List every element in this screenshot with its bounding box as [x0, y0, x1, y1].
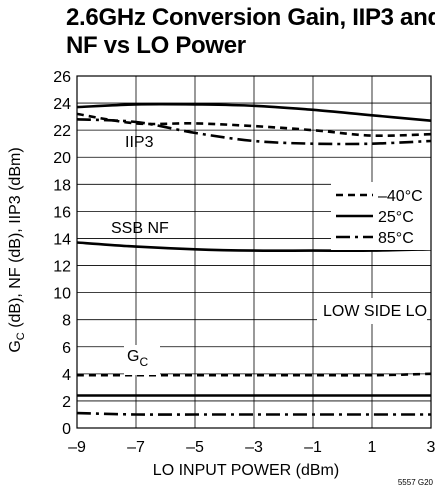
plot-frame [76, 75, 432, 429]
y-tick-label: 16 [53, 204, 71, 221]
y-tick-label: 2 [62, 394, 71, 411]
legend: –40°C 25°C 85°C [331, 182, 431, 250]
series-line-iip3-85-c [76, 118, 432, 146]
gc-label: GC [127, 348, 148, 369]
legend-label: 25°C [378, 209, 414, 226]
series-group [76, 102, 432, 416]
series-line-gc-85-c [76, 411, 431, 416]
x-tick-label: 1 [368, 439, 377, 456]
y-tick-label: 24 [53, 96, 71, 113]
y-axis-label: GC (dB), NF (dB), IIP3 (dBm) [7, 147, 27, 352]
lowside-label: LOW SIDE LO [323, 303, 427, 320]
chart-title-line-2: NF vs LO Power [66, 32, 246, 59]
y-axis-label-sub: C [15, 332, 27, 340]
x-tick-label: –9 [68, 439, 86, 456]
y-tick-label: 10 [53, 286, 71, 303]
figure-id: 5557 G20 [398, 478, 434, 487]
x-tick-label: –1 [304, 439, 322, 456]
y-tick-label: 6 [62, 340, 71, 357]
y-tick-label: 14 [53, 231, 71, 248]
chart-title-line-1: 2.6GHz Conversion Gain, IIP3 and [66, 4, 435, 31]
y-tick-label: 8 [62, 313, 71, 330]
y-tick-label: 18 [53, 177, 71, 194]
y-tick-label: 22 [53, 123, 71, 140]
y-tick-label: 0 [62, 421, 71, 438]
ssb-nf-label: SSB NF [111, 220, 169, 237]
chart-title: 2.6GHz Conversion Gain, IIP3 and NF vs L… [66, 4, 435, 60]
lowside-label-bg [317, 298, 427, 324]
y-axis-label-rest: (dB), NF (dB), IIP3 (dBm) [7, 147, 24, 332]
legend-label: 85°C [378, 230, 414, 247]
gc-label-sub: C [139, 355, 148, 369]
iip3-label: IIP3 [125, 134, 154, 151]
gc-label-main: G [127, 348, 139, 365]
x-tick-label: –5 [186, 439, 204, 456]
series-line-iip3-25-c [76, 102, 432, 122]
y-tick-label: 4 [62, 367, 71, 384]
x-axis-label: LO INPUT POWER (dBm) [153, 462, 339, 479]
gc-label-bg [124, 345, 160, 375]
x-tick-label: –3 [245, 439, 263, 456]
y-tick-label: 26 [53, 69, 71, 86]
legend-label: –40°C [378, 188, 423, 205]
x-tick-label: 3 [427, 439, 435, 456]
y-tick-label: 20 [53, 150, 71, 167]
y-axis-label-g: G [7, 340, 24, 352]
y-tick-label: 12 [53, 259, 71, 276]
series-line-ssb-nf-25-c [76, 241, 432, 253]
series-line-gc-40-c [77, 372, 432, 377]
x-tick-label: –7 [127, 439, 145, 456]
